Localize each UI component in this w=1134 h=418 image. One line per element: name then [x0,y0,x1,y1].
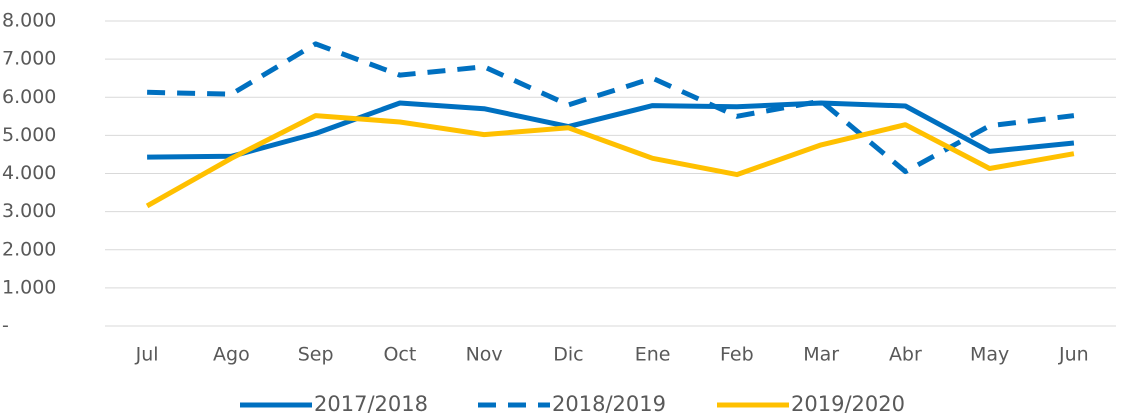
x-tick-label: May [970,344,1009,366]
x-tick-label: Feb [720,344,754,366]
y-tick-label: 3.000 [2,200,56,222]
x-tick-label: Ago [213,344,250,366]
legend-label: 2017/2018 [314,392,428,416]
y-tick-label: 4.000 [2,162,56,184]
y-tick-label: 1.000 [2,276,56,298]
x-tick-label: Jun [1058,344,1089,366]
y-tick-label: 6.000 [2,86,56,108]
y-tick-label: 2.000 [2,238,56,260]
series-line [147,100,1075,160]
y-tick-label: - [2,315,9,337]
x-tick-label: Abr [889,344,922,366]
series-line [145,113,1075,209]
x-tick-label: Dic [553,344,583,366]
series-line [147,41,1075,175]
legend-label: 2018/2019 [552,392,666,416]
y-tick-label: 8.000 [2,10,56,32]
x-tick-label: Oct [383,344,416,366]
x-tick-label: Nov [466,344,503,366]
x-tick-label: Ene [635,344,671,366]
legend-label: 2019/2020 [791,392,905,416]
x-tick-label: Mar [803,344,839,366]
y-tick-label: 7.000 [2,48,56,70]
y-tick-label: 5.000 [2,124,56,146]
x-tick-label: Sep [298,344,334,366]
x-tick-label: Jul [135,344,159,366]
